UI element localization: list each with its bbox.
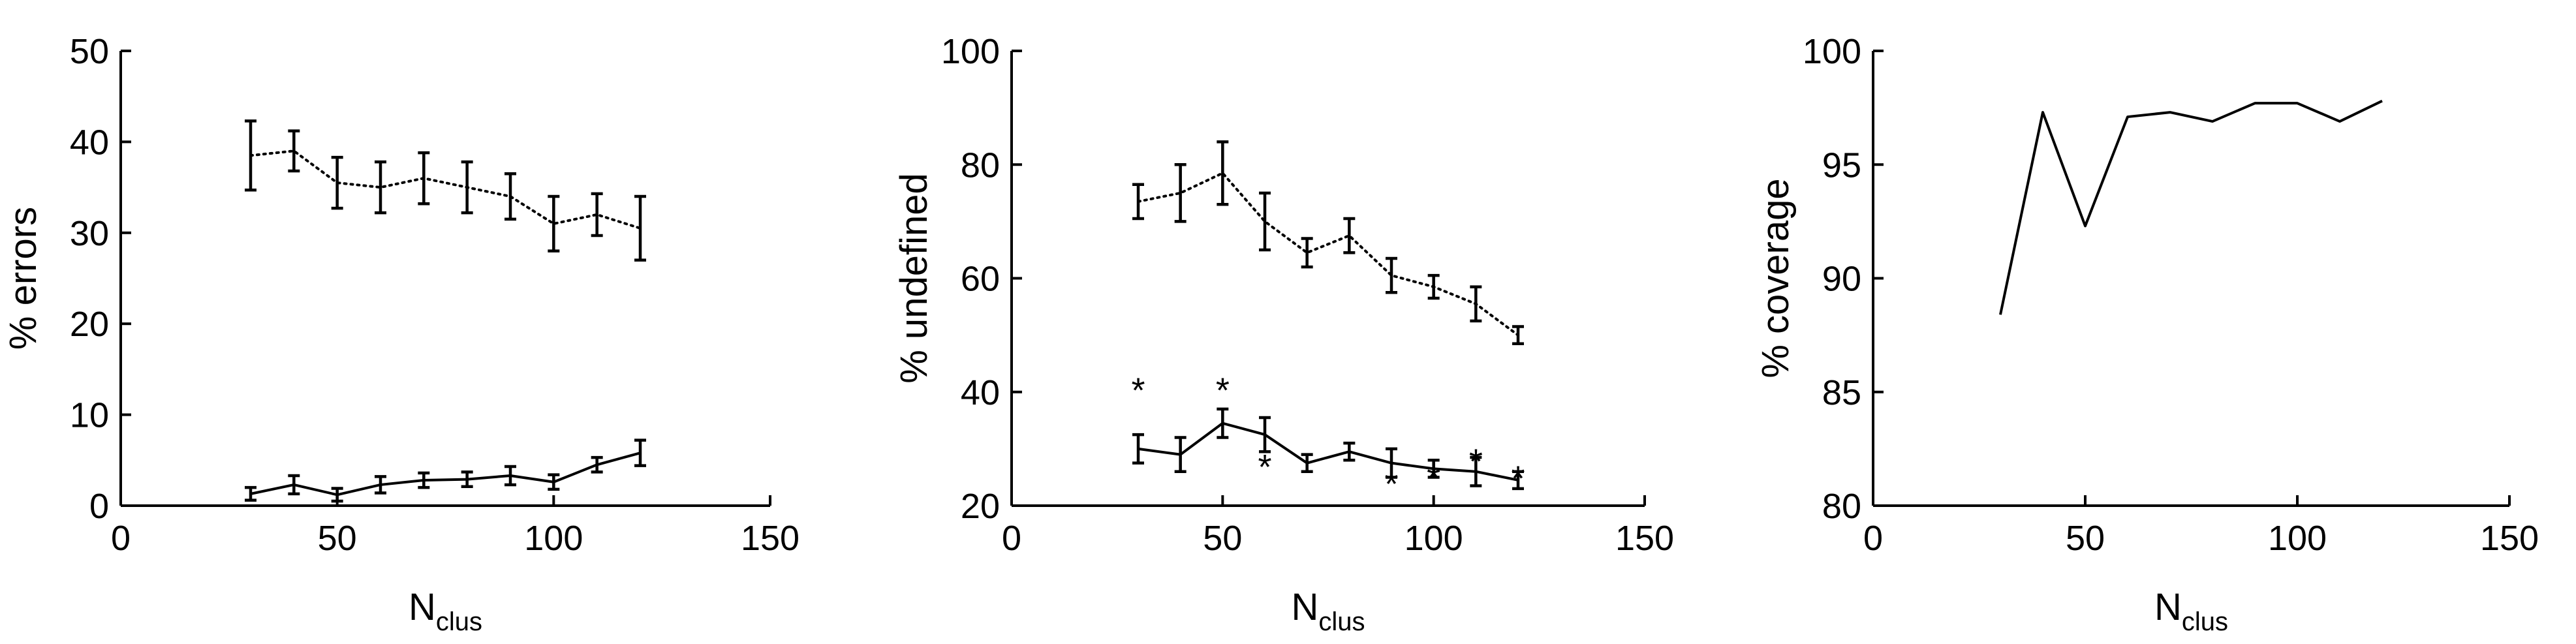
- y-axis-title: % errors: [2, 207, 44, 350]
- asterisk-marker: *: [1216, 371, 1230, 410]
- series-line-2: [1138, 422, 1519, 482]
- y-tick-label: 20: [70, 305, 109, 344]
- chart-panel-1: 0 50 100 150 0 10 20 30 40 50 Nclus % errors: [2, 32, 799, 636]
- x-tick-label: 150: [741, 519, 799, 558]
- y-tick-label: 100: [1803, 32, 1861, 71]
- x-axis-title-subscript: clus: [2182, 607, 2228, 636]
- y-tick-label: 80: [961, 146, 1000, 185]
- x-tick-label: 150: [1615, 519, 1674, 558]
- x-tick-label: 50: [318, 519, 357, 558]
- x-tick-label: 150: [2480, 519, 2539, 558]
- y-tick-label: 30: [70, 214, 109, 253]
- x-axis-title: Nclus: [409, 586, 482, 636]
- x-tick-label: 50: [1203, 519, 1242, 558]
- y-tick-label: 60: [961, 260, 1000, 299]
- y-tick-label: 20: [961, 487, 1000, 526]
- series-line-1: [1137, 172, 1519, 337]
- y-tick-label: 95: [1822, 146, 1861, 185]
- x-tick-label: 100: [1404, 519, 1463, 558]
- x-tick-label: 100: [2268, 519, 2327, 558]
- y-tick-label: 80: [1822, 487, 1861, 526]
- y-tick-label: 85: [1822, 373, 1861, 412]
- x-axis-title: Nclus: [1291, 586, 1365, 636]
- y-tick-label: 50: [70, 32, 109, 71]
- y-tick-label: 0: [89, 487, 109, 526]
- x-tick-label: 50: [2066, 519, 2105, 558]
- y-tick-label: 40: [961, 373, 1000, 412]
- asterisk-marker: *: [1258, 448, 1271, 487]
- x-axis-title-subscript: clus: [436, 607, 482, 636]
- asterisk-marker: *: [1427, 459, 1440, 498]
- y-tick-label: 10: [70, 396, 109, 435]
- asterisk-marker: *: [1469, 442, 1483, 481]
- y-tick-label: 100: [941, 32, 1000, 71]
- asterisk-marker: *: [1384, 465, 1398, 504]
- chart-panel-3: 0 50 100 150 80 85 90 95 100 Nclus % coverage: [1754, 32, 2539, 636]
- x-tick-label: 100: [524, 519, 583, 558]
- x-axis-title: Nclus: [2154, 586, 2228, 636]
- y-axis-title: % undefined: [893, 173, 935, 383]
- y-tick-label: 40: [70, 123, 109, 162]
- x-tick-label: 0: [111, 519, 131, 558]
- x-axis-title-main: N: [1291, 586, 1318, 628]
- y-tick-label: 90: [1822, 260, 1861, 299]
- y-axis-title: % coverage: [1754, 178, 1797, 378]
- asterisk-marker: *: [1511, 459, 1525, 498]
- x-tick-label: 0: [1002, 519, 1021, 558]
- chart-panel-2: 0 50 100 150 20 40 60 80 100 Nclus % undefined * * * *…: [893, 32, 1674, 636]
- x-axis-title-subscript: clus: [1318, 607, 1365, 636]
- x-axis-title-main: N: [2154, 586, 2182, 628]
- series-line-2: [250, 452, 641, 497]
- series-line-1: [1999, 99, 2383, 315]
- x-tick-label: 0: [1863, 519, 1883, 558]
- series-line-1: [249, 149, 642, 230]
- x-axis-title-main: N: [409, 586, 436, 628]
- asterisk-marker: *: [1131, 371, 1145, 410]
